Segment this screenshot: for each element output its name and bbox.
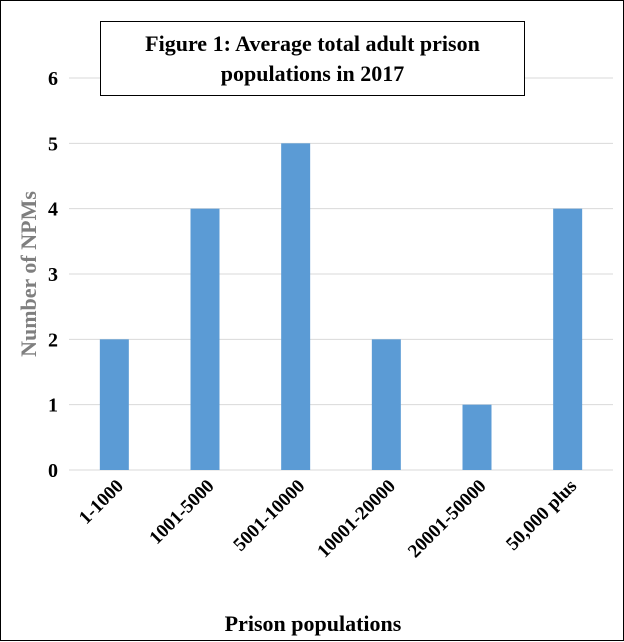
x-tick-label: 5001-10000: [229, 476, 309, 556]
x-tick-labels: 1-1000 1001-5000 5001-10000 10001-20000 2000…: [75, 476, 581, 562]
x-tick-label: 20001-50000: [404, 476, 490, 562]
chart-title: Figure 1: Average total adult prison pop…: [100, 21, 525, 96]
y-tick-label: 6: [48, 68, 58, 90]
bars: [99, 143, 583, 471]
y-tick-label: 4: [48, 199, 58, 221]
y-tick-label: 1: [48, 395, 58, 417]
y-tick-label: 0: [48, 460, 58, 482]
y-tick-labels: 0 1 2 3 4 5 6: [48, 68, 58, 482]
bar-20001-50000: [462, 404, 492, 470]
chart-title-line-2: populations in 2017: [220, 60, 405, 86]
x-tick-label: 10001-20000: [313, 476, 399, 562]
y-tick-label: 5: [48, 133, 58, 155]
gridlines: [69, 77, 613, 471]
x-tick-label: 1-1000: [75, 476, 128, 529]
bar-1001-5000: [190, 208, 220, 470]
bar-50,000 plus: [553, 208, 583, 470]
y-tick-label: 3: [48, 264, 58, 286]
bar-1-1000: [99, 339, 129, 470]
y-axis-title: Number of NPMs: [16, 191, 41, 357]
bar-5001-10000: [281, 143, 311, 471]
x-tick-label: 50,000 plus: [502, 476, 581, 555]
bar-10001-20000: [371, 339, 401, 470]
y-tick-label: 2: [48, 329, 58, 351]
x-axis-title: Prison populations: [224, 611, 402, 636]
chart-title-line-1: Figure 1: Average total adult prison: [145, 30, 480, 56]
x-tick-label: 1001-5000: [145, 476, 218, 549]
